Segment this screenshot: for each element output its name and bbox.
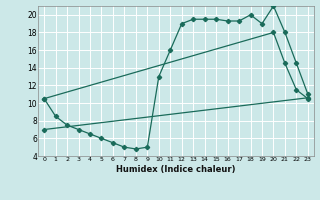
X-axis label: Humidex (Indice chaleur): Humidex (Indice chaleur) (116, 165, 236, 174)
